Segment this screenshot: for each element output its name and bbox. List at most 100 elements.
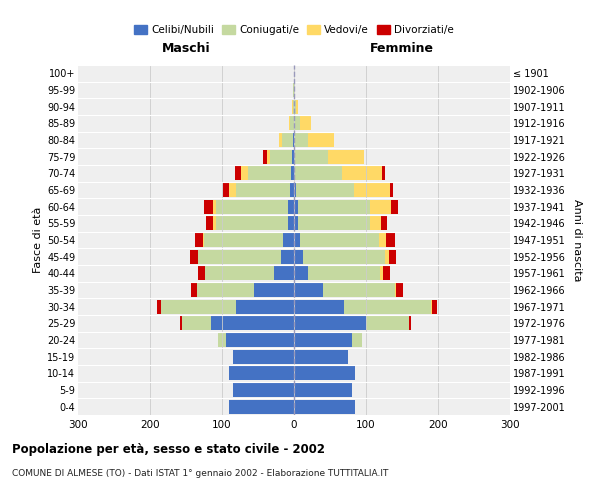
- Bar: [190, 250, 197, 264]
- Bar: [385, 250, 389, 264]
- Bar: [212, 200, 216, 214]
- Bar: [300, 116, 311, 130]
- Bar: [229, 183, 236, 197]
- Bar: [294, 350, 348, 364]
- Bar: [287, 216, 294, 230]
- Bar: [386, 233, 395, 247]
- Bar: [236, 300, 294, 314]
- Bar: [293, 100, 294, 114]
- Bar: [157, 300, 161, 314]
- Bar: [294, 150, 295, 164]
- Bar: [390, 183, 394, 197]
- Bar: [294, 200, 298, 214]
- Bar: [354, 183, 390, 197]
- Bar: [383, 266, 390, 280]
- Bar: [197, 283, 254, 297]
- Text: Maschi: Maschi: [161, 42, 211, 55]
- Bar: [298, 216, 370, 230]
- Bar: [323, 283, 395, 297]
- Bar: [254, 283, 294, 297]
- Bar: [292, 100, 293, 114]
- Bar: [161, 300, 236, 314]
- Y-axis label: Anni di nascita: Anni di nascita: [572, 198, 583, 281]
- Bar: [382, 166, 385, 180]
- Bar: [344, 300, 431, 314]
- Bar: [379, 233, 386, 247]
- Bar: [281, 250, 294, 264]
- Bar: [198, 250, 281, 264]
- Bar: [266, 150, 270, 164]
- Bar: [214, 216, 215, 230]
- Bar: [294, 400, 355, 414]
- Bar: [295, 150, 328, 164]
- Bar: [241, 166, 248, 180]
- Y-axis label: Fasce di età: Fasce di età: [32, 207, 43, 273]
- Bar: [294, 233, 300, 247]
- Bar: [370, 216, 381, 230]
- Bar: [294, 166, 295, 180]
- Bar: [294, 283, 323, 297]
- Bar: [294, 183, 296, 197]
- Bar: [216, 200, 288, 214]
- Bar: [380, 266, 383, 280]
- Bar: [283, 133, 293, 147]
- Bar: [197, 250, 198, 264]
- Bar: [308, 266, 380, 280]
- Bar: [308, 133, 334, 147]
- Bar: [389, 250, 396, 264]
- Bar: [370, 200, 391, 214]
- Bar: [395, 283, 396, 297]
- Bar: [233, 350, 294, 364]
- Bar: [294, 133, 308, 147]
- Bar: [223, 183, 229, 197]
- Bar: [191, 283, 197, 297]
- Bar: [263, 150, 266, 164]
- Bar: [294, 116, 300, 130]
- Bar: [203, 233, 204, 247]
- Bar: [366, 316, 409, 330]
- Bar: [233, 383, 294, 397]
- Bar: [431, 300, 437, 314]
- Bar: [235, 166, 241, 180]
- Bar: [294, 383, 352, 397]
- Bar: [294, 316, 366, 330]
- Text: Femmine: Femmine: [370, 42, 434, 55]
- Bar: [283, 233, 294, 247]
- Text: COMUNE DI ALMESE (TO) - Dati ISTAT 1° gennaio 2002 - Elaborazione TUTTITALIA.IT: COMUNE DI ALMESE (TO) - Dati ISTAT 1° ge…: [12, 469, 388, 478]
- Bar: [342, 166, 382, 180]
- Bar: [292, 150, 294, 164]
- Bar: [391, 200, 398, 214]
- Bar: [381, 216, 387, 230]
- Bar: [294, 83, 295, 97]
- Bar: [279, 133, 283, 147]
- Bar: [296, 100, 298, 114]
- Bar: [236, 183, 290, 197]
- Bar: [229, 400, 294, 414]
- Bar: [206, 216, 214, 230]
- Bar: [182, 316, 211, 330]
- Bar: [270, 150, 292, 164]
- Bar: [294, 366, 355, 380]
- Bar: [294, 100, 296, 114]
- Bar: [352, 333, 362, 347]
- Bar: [197, 266, 205, 280]
- Text: Popolazione per età, sesso e stato civile - 2002: Popolazione per età, sesso e stato civil…: [12, 442, 325, 456]
- Bar: [215, 216, 287, 230]
- Bar: [229, 366, 294, 380]
- Bar: [294, 333, 352, 347]
- Bar: [298, 200, 370, 214]
- Bar: [328, 150, 364, 164]
- Bar: [295, 166, 342, 180]
- Bar: [211, 316, 294, 330]
- Legend: Celibi/Nubili, Coniugati/e, Vedovi/e, Divorziati/e: Celibi/Nubili, Coniugati/e, Vedovi/e, Di…: [130, 21, 458, 40]
- Bar: [218, 333, 226, 347]
- Bar: [296, 183, 354, 197]
- Bar: [294, 250, 302, 264]
- Bar: [290, 116, 294, 130]
- Bar: [205, 266, 274, 280]
- Bar: [409, 316, 412, 330]
- Bar: [289, 116, 290, 130]
- Bar: [248, 166, 291, 180]
- Bar: [293, 133, 294, 147]
- Bar: [293, 83, 294, 97]
